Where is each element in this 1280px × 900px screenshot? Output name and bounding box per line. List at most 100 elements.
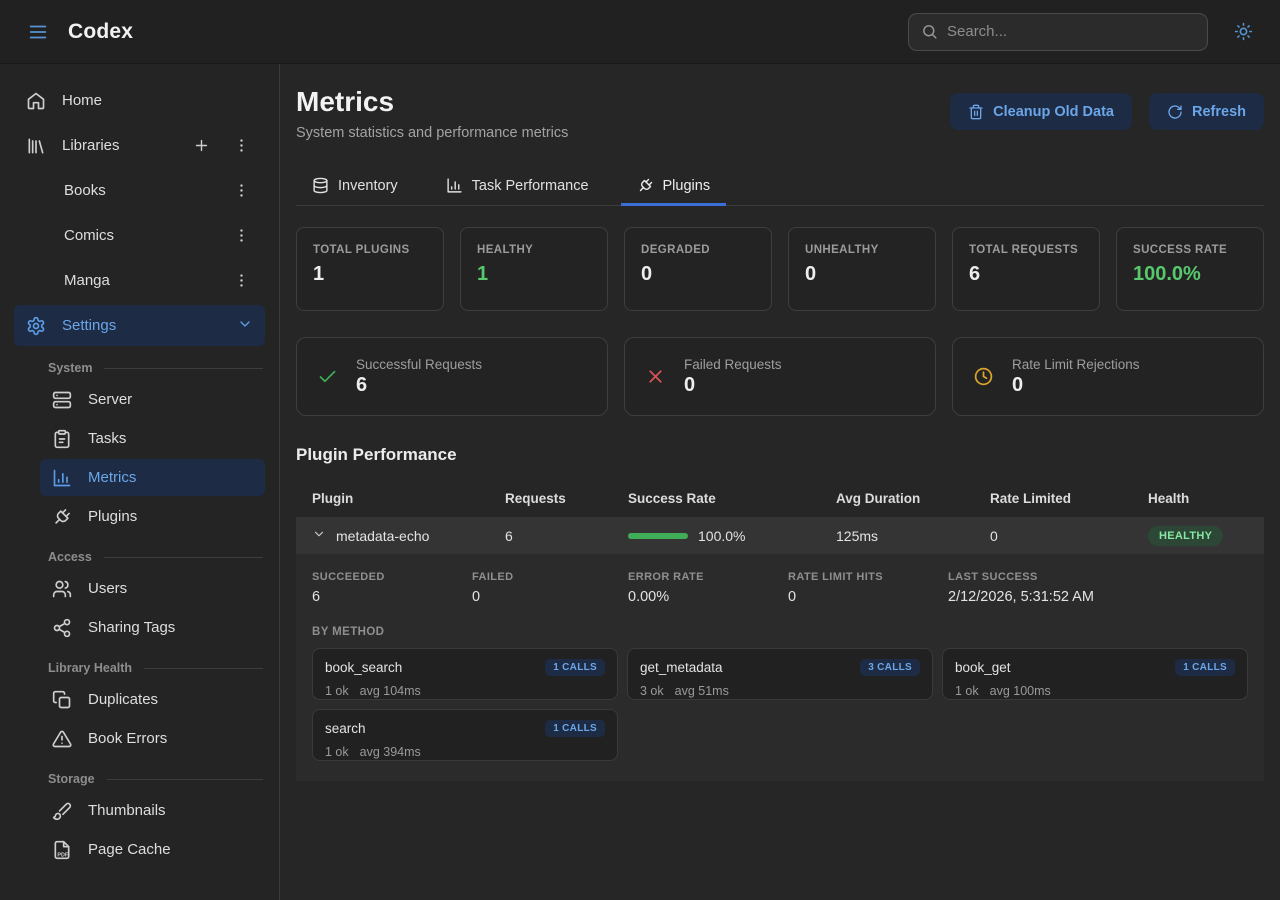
clock-icon [973, 366, 994, 387]
tab-plugins[interactable]: Plugins [620, 168, 727, 206]
detail-label: LAST SUCCESS [948, 571, 1038, 583]
detail-error-rate: ERROR RATE 0.00% [628, 571, 788, 605]
theme-toggle-button[interactable] [1226, 15, 1260, 49]
sidebar-item-book-errors[interactable]: Book Errors [40, 720, 265, 757]
sidebar-item-label: Page Cache [88, 841, 171, 858]
health-badge: HEALTHY [1148, 525, 1224, 546]
sidebar-item-duplicates[interactable]: Duplicates [40, 681, 265, 718]
kebab-menu-icon [233, 272, 250, 289]
pdf-file-icon [52, 840, 72, 860]
hamburger-icon [27, 21, 49, 43]
add-library-button[interactable] [189, 134, 213, 158]
sidebar-item-plugins[interactable]: Plugins [40, 498, 265, 535]
plug-icon [637, 177, 654, 194]
plugin-name: metadata-echo [336, 527, 430, 544]
sidebar-item-settings[interactable]: Settings [14, 305, 265, 346]
sidebar-item-sharing-tags[interactable]: Sharing Tags [40, 609, 265, 646]
stat-card-total-requests: TOTAL REQUESTS 6 [952, 227, 1100, 311]
sidebar-item-books[interactable]: Books [14, 170, 265, 211]
detail-failed: FAILED 0 [472, 571, 628, 605]
stat-value: 1 [477, 263, 489, 285]
tab-bar: Inventory Task Performance Plugins [296, 168, 1264, 206]
method-name: get_metadata [640, 660, 723, 675]
method-ok-count: 1 ok [325, 684, 349, 698]
sidebar-item-comics[interactable]: Comics [14, 215, 265, 256]
table-row[interactable]: metadata-echo 6 100.0% 125ms 0 HEALTHY [296, 517, 1264, 554]
libraries-menu-button[interactable] [229, 134, 253, 158]
sidebar-item-label: Duplicates [88, 691, 159, 708]
success-rate-value: 100.0% [698, 527, 746, 544]
sidebar-item-libraries[interactable]: Libraries [14, 125, 265, 166]
sidebar-item-users[interactable]: Users [40, 570, 265, 607]
tab-task-performance[interactable]: Task Performance [430, 168, 605, 205]
database-icon [312, 177, 329, 194]
plug-icon [52, 507, 72, 527]
stat-label: TOTAL REQUESTS [969, 244, 1079, 256]
sidebar-item-server[interactable]: Server [40, 381, 265, 418]
card-label: Rate Limit Rejections [1012, 356, 1140, 372]
menu-button[interactable] [20, 14, 56, 50]
plugin-stat-cards: TOTAL PLUGINS 1 HEALTHY 1 DEGRADED 0 UNH… [296, 227, 1264, 311]
plugin-performance-title: Plugin Performance [296, 445, 457, 464]
sidebar-item-label: Plugins [88, 508, 138, 525]
sidebar-section-library-health: Library Health [48, 661, 263, 675]
page-title: Metrics [296, 86, 395, 117]
stat-card-healthy: HEALTHY 1 [460, 227, 608, 311]
chevron-down-icon [237, 316, 253, 336]
search-input[interactable] [947, 23, 1195, 40]
home-icon [26, 91, 46, 111]
refresh-icon [1167, 104, 1183, 120]
stat-label: DEGRADED [641, 244, 711, 256]
sidebar-item-thumbnails[interactable]: Thumbnails [40, 792, 265, 829]
chevron-down-icon[interactable] [312, 527, 326, 544]
refresh-button[interactable]: Refresh [1149, 93, 1264, 130]
search-box[interactable] [908, 12, 1208, 51]
sidebar-section-system: System [48, 361, 263, 375]
comics-menu-button[interactable] [229, 224, 253, 248]
sidebar-item-label: Book Errors [88, 730, 168, 747]
books-menu-button[interactable] [229, 179, 253, 203]
sidebar-item-home[interactable]: Home [14, 80, 265, 121]
method-ok-count: 1 ok [325, 745, 349, 759]
method-ok-count: 3 ok [640, 684, 664, 698]
detail-value: 0.00% [628, 589, 670, 605]
detail-label: FAILED [472, 571, 514, 583]
method-card-get-metadata: get_metadata 3 CALLS 3 ok avg 51ms [627, 648, 933, 700]
manga-menu-button[interactable] [229, 269, 253, 293]
sidebar-item-label: Sharing Tags [88, 619, 176, 636]
stat-value: 6 [969, 263, 981, 285]
tab-label: Inventory [338, 177, 398, 194]
col-plugin: Plugin [312, 491, 354, 506]
cleanup-old-data-button[interactable]: Cleanup Old Data [950, 93, 1132, 130]
tab-inventory[interactable]: Inventory [296, 168, 414, 205]
refresh-button-label: Refresh [1192, 103, 1246, 120]
bar-chart-icon [446, 177, 463, 194]
kebab-menu-icon [233, 227, 250, 244]
method-cards: book_search 1 CALLS 1 ok avg 104ms get_m… [312, 648, 1248, 761]
stat-card-total-plugins: TOTAL PLUGINS 1 [296, 227, 444, 311]
sidebar-item-manga[interactable]: Manga [14, 260, 265, 301]
detail-label: ERROR RATE [628, 571, 704, 583]
app-title: Codex [68, 19, 134, 43]
sidebar-item-page-cache[interactable]: Page Cache [40, 831, 265, 868]
calls-badge: 1 CALLS [545, 720, 605, 737]
sidebar-section-access: Access [48, 550, 263, 564]
stat-card-unhealthy: UNHEALTHY 0 [788, 227, 936, 311]
sidebar-item-tasks[interactable]: Tasks [40, 420, 265, 457]
sidebar-item-label: Metrics [88, 469, 137, 486]
method-avg-duration: avg 51ms [674, 684, 729, 698]
method-card-book-search: book_search 1 CALLS 1 ok avg 104ms [312, 648, 618, 700]
method-avg-duration: avg 394ms [359, 745, 421, 759]
col-requests: Requests [505, 491, 566, 506]
card-label: Successful Requests [356, 356, 483, 372]
sidebar-item-label: Users [88, 580, 128, 597]
sidebar-item-metrics[interactable]: Metrics [40, 459, 265, 496]
cleanup-button-label: Cleanup Old Data [993, 103, 1114, 120]
calls-badge: 3 CALLS [860, 659, 920, 676]
sidebar-item-label: Thumbnails [88, 802, 166, 819]
kebab-menu-icon [233, 137, 250, 154]
detail-succeeded: SUCCEEDED 6 [312, 571, 472, 605]
row-details: SUCCEEDED 6 FAILED 0 ERROR RATE 0.00% RA… [296, 554, 1264, 781]
col-success-rate: Success Rate [628, 491, 716, 506]
card-failed-requests: Failed Requests 0 [624, 337, 936, 416]
